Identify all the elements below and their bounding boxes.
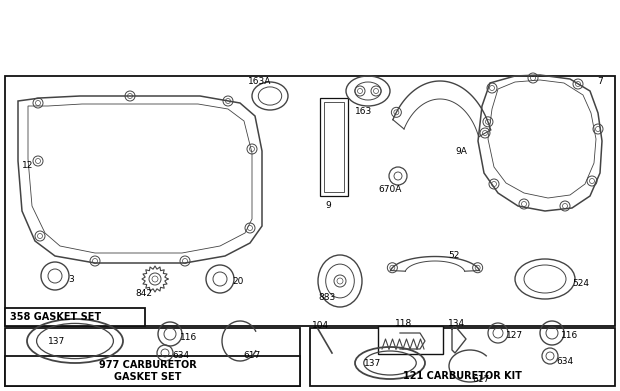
Text: 358 GASKET SET: 358 GASKET SET [10,312,101,322]
Text: 842: 842 [135,289,152,298]
Bar [5,76,615,326]
Text: 9A: 9A [455,147,467,156]
Text: 116: 116 [561,332,578,341]
Text: 163: 163 [355,106,372,115]
Text: 3: 3 [68,274,74,283]
Text: 634: 634 [556,357,573,366]
Text: 524: 524 [572,278,589,287]
Text: 116: 116 [180,332,197,341]
Text: 52: 52 [448,251,459,260]
Text: 163A: 163A [248,77,272,86]
Text: 20: 20 [232,278,244,287]
Text: 883: 883 [318,294,335,303]
Text: 670A: 670A [378,185,401,194]
Bar [320,98,348,196]
Text: 121 CARBURETOR KIT: 121 CARBURETOR KIT [402,371,521,381]
Text: 137: 137 [365,359,382,368]
Text: 617: 617 [472,375,489,384]
Bar [5,328,300,386]
Text: 7: 7 [597,77,603,86]
Text: 118: 118 [395,319,412,328]
Bar [378,326,443,354]
Text: 977 CARBURETOR
GASKET SET: 977 CARBURETOR GASKET SET [99,360,197,382]
Text: 617: 617 [243,352,260,361]
Text: 9: 9 [325,201,330,210]
Text: 634: 634 [172,352,189,361]
Text: 12: 12 [22,161,33,170]
Text: eReplacementParts.com: eReplacementParts.com [259,278,361,287]
Bar [310,328,615,386]
Text: 104: 104 [312,321,329,330]
Text: 137: 137 [48,337,66,346]
Bar [5,308,145,326]
Bar [324,102,344,192]
Text: 134: 134 [448,319,465,328]
Bar [5,356,300,386]
Text: 127: 127 [506,332,523,341]
